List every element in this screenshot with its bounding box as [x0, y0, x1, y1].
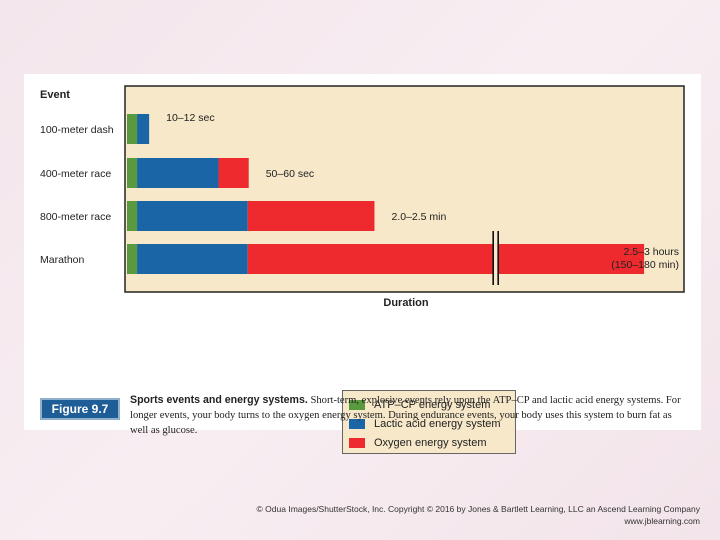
- duration-label: 50–60 sec: [266, 168, 314, 180]
- duration-label: 2.0–2.5 min: [391, 211, 446, 223]
- chart: Event Duration 100-meter dash 10–12 sec 400-…: [40, 85, 685, 309]
- duration-label: 2.5–3 hours: [624, 246, 679, 258]
- legend-label-lactic: Lactic acid energy system: [374, 417, 501, 430]
- axis-break-gap: [493, 231, 499, 285]
- figure-number-badge: Figure 9.7: [40, 398, 120, 420]
- caption-title: Sports events and energy systems.: [130, 394, 308, 406]
- bar-oxygen: [247, 201, 375, 231]
- bar-oxygen: [247, 244, 645, 274]
- figure-card: Event Duration 100-meter dash 10–12 sec 400-…: [24, 74, 701, 454]
- legend-item-atp: ATP–CP energy system: [349, 395, 509, 414]
- bar-atp: [127, 244, 138, 274]
- credit-line: © Odua Images/ShutterStock, Inc. Copyrig…: [256, 504, 700, 514]
- bar-lactic: [137, 244, 248, 274]
- bar-lactic: [137, 201, 248, 231]
- bar-atp: [127, 158, 138, 188]
- copyright-credit: © Odua Images/ShutterStock, Inc. Copyrig…: [257, 503, 700, 527]
- legend: ATP–CP energy system Lactic acid energy …: [342, 390, 516, 454]
- category-label: 100-meter dash: [40, 124, 114, 136]
- caption-body: Short-term, explosive events rely upon t…: [130, 395, 681, 436]
- bar-oxygen: [218, 158, 249, 188]
- category-label: 800-meter race: [40, 211, 111, 223]
- category-label: Marathon: [40, 254, 85, 266]
- figure-caption: Sports events and energy systems. Short-…: [130, 393, 690, 438]
- legend-label-atp: ATP–CP energy system: [374, 398, 491, 411]
- credit-url: www.jblearning.com: [624, 516, 700, 526]
- legend-swatch-oxygen: [349, 437, 365, 448]
- duration-label: (150–180 min): [611, 259, 679, 271]
- legend-item-oxygen: Oxygen energy system: [349, 433, 509, 452]
- bar-lactic: [137, 114, 150, 144]
- bar-atp: [127, 114, 138, 144]
- legend-swatch-atp: [349, 399, 365, 410]
- x-axis-title: Duration: [383, 297, 429, 309]
- y-axis-title: Event: [40, 89, 70, 101]
- category-label: 400-meter race: [40, 168, 111, 180]
- legend-swatch-lactic: [349, 418, 365, 429]
- legend-item-lactic: Lactic acid energy system: [349, 414, 509, 433]
- bar-lactic: [137, 158, 219, 188]
- legend-label-oxygen: Oxygen energy system: [374, 436, 487, 449]
- duration-label: 10–12 sec: [166, 112, 214, 124]
- bar-atp: [127, 201, 138, 231]
